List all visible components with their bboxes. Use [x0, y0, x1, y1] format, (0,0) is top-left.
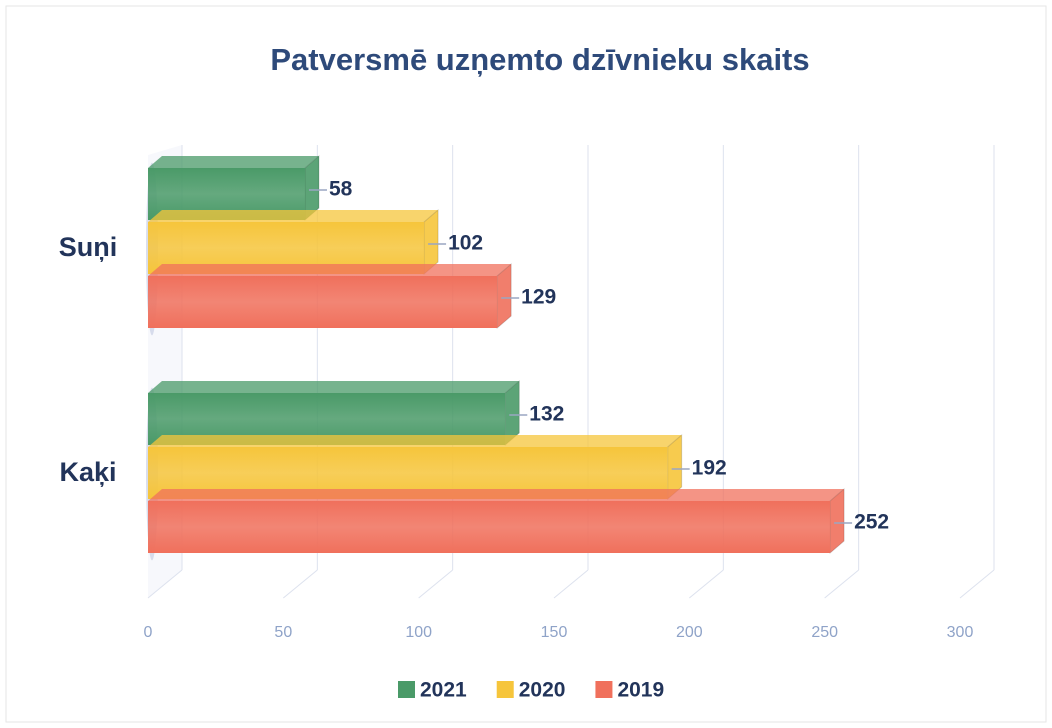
legend-label: 2019: [617, 679, 664, 702]
grid-floor-line: [824, 569, 859, 599]
grid-floor-line: [283, 569, 318, 599]
x-tick-label: 100: [405, 624, 432, 641]
bar-side: [496, 262, 512, 330]
legend-swatch: [496, 681, 514, 698]
legend-label: 2020: [519, 679, 566, 702]
value-label: 58: [329, 178, 353, 201]
bar: [148, 276, 498, 328]
value-label: 102: [448, 232, 483, 255]
x-tick-label: 200: [676, 624, 703, 641]
bar-top: [148, 264, 512, 276]
grid-floor-line: [553, 569, 589, 599]
bar-top: [148, 489, 845, 501]
x-tick-label: 300: [947, 624, 974, 641]
bar: [148, 501, 831, 553]
value-label: 132: [529, 403, 564, 426]
category-label: Kaķi: [59, 457, 116, 487]
chart-title: Patversmē uzņemto dzīvnieku skaits: [270, 42, 809, 77]
x-tick-label: 0: [144, 624, 153, 641]
bar-top: [148, 381, 520, 393]
grid-floor-line: [689, 569, 724, 599]
legend-label: 2021: [420, 679, 467, 702]
grid-floor-line: [147, 569, 183, 599]
value-label: 252: [854, 511, 889, 534]
value-label: 192: [692, 457, 727, 480]
grid-floor-line: [418, 569, 453, 599]
x-tick-label: 150: [541, 624, 568, 641]
value-label: 129: [521, 286, 556, 309]
bar-side: [829, 487, 845, 555]
x-tick-label: 250: [811, 624, 838, 641]
bar-top: [148, 156, 319, 168]
bar-top: [148, 210, 439, 222]
x-tick-label: 50: [274, 624, 292, 641]
legend-swatch: [398, 681, 415, 698]
category-label: Suņi: [59, 232, 118, 262]
bar-top: [148, 435, 682, 447]
legend-swatch: [595, 681, 613, 698]
grid-floor-line: [959, 569, 995, 599]
